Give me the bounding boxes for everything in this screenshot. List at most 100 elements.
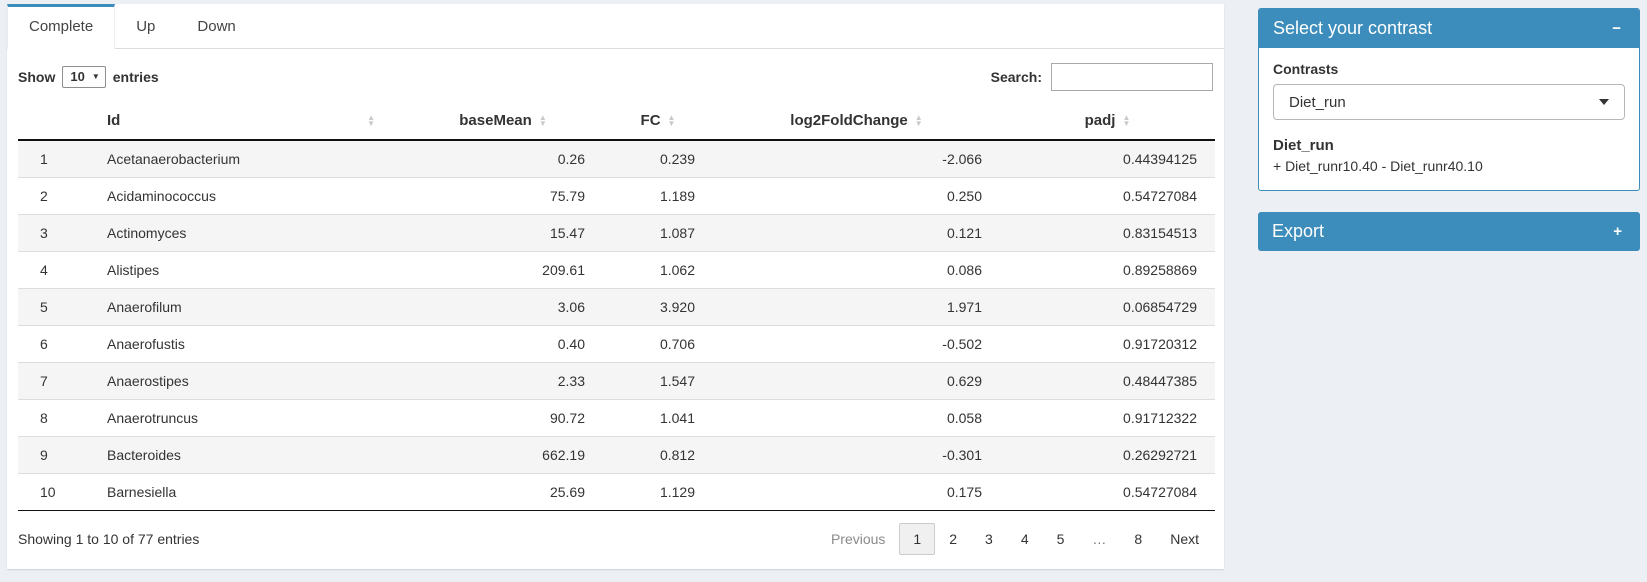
table-info: Showing 1 to 10 of 77 entries: [18, 531, 200, 547]
cell-basemean: 662.19: [403, 436, 603, 474]
select-arrow-icon: ▼: [91, 72, 100, 81]
cell-row-number: 5: [18, 288, 78, 326]
results-table: Id ▲ ▼ baseMean ▲ ▼ FC ▲ ▼ log2FoldChange ▲ ▼ padj ▲ ▼…: [18, 103, 1215, 511]
cell-row-number: 9: [18, 436, 78, 474]
search-label: Search:: [990, 69, 1042, 85]
export-panel-header[interactable]: Export +: [1258, 212, 1640, 251]
page-button-1[interactable]: 1: [899, 523, 936, 555]
column-header-label: baseMean: [459, 112, 532, 129]
pagination: Previous 1 2 3 4 5 … 8 Next: [817, 523, 1213, 555]
column-header-fc[interactable]: FC ▲ ▼: [603, 103, 713, 141]
table-row[interactable]: 6 Anaerofustis 0.40 0.706 -0.502 0.91720312: [18, 325, 1215, 363]
sort-up-arrow: ▲: [1122, 112, 1131, 122]
contrast-panel-header[interactable]: Select your contrast −: [1259, 9, 1639, 48]
cell-basemean: 75.79: [403, 177, 603, 215]
cell-row-number: 3: [18, 214, 78, 252]
cell-padj: 0.44394125: [1123, 151, 1197, 167]
page-button-5[interactable]: 5: [1056, 531, 1065, 547]
cell-padj: 0.83154513: [1000, 214, 1215, 252]
collapse-minus-icon[interactable]: −: [1612, 20, 1621, 37]
column-header-padj[interactable]: padj ▲ ▼: [1000, 103, 1215, 141]
table-row[interactable]: 10 Barnesiella 25.69 1.129 0.175 0.54727084: [18, 473, 1215, 511]
table-row[interactable]: 4 Alistipes 209.61 1.062 0.086 0.89258869: [18, 251, 1215, 289]
cell-log2foldchange: -0.502: [713, 325, 1000, 363]
cell-basemean: 15.47: [403, 214, 603, 252]
sort-down-arrow: ▼: [667, 118, 676, 128]
cell-padj: 0.26292721: [1000, 436, 1215, 474]
cell-log2foldchange: 0.058: [713, 399, 1000, 437]
tab-bar: Complete Up Down: [7, 4, 1224, 49]
cell-log2foldchange: 0.175: [713, 473, 1000, 511]
table-row[interactable]: 1 Acetanaerobacterium 0.26 0.239 -2.066 0.443…: [18, 140, 1215, 178]
contrast-panel-body: Contrasts Diet_run Diet_run + Diet_runr1…: [1259, 48, 1639, 190]
cell-fc: 1.087: [603, 214, 713, 252]
cell-fc: 0.706: [603, 325, 713, 363]
contrast-panel: Select your contrast − Contrasts Diet_ru…: [1258, 8, 1640, 191]
table-footer: Showing 1 to 10 of 77 entries Previous 1 2…: [18, 511, 1213, 557]
cell-basemean: 0.26: [557, 151, 585, 167]
cell-basemean: 90.72: [403, 399, 603, 437]
cell-fc: 0.812: [603, 436, 713, 474]
table-row[interactable]: 5 Anaerofilum 3.06 3.920 1.971 0.06854729: [18, 288, 1215, 326]
cell-id: Acidaminococcus: [78, 177, 403, 215]
contrasts-label: Contrasts: [1273, 61, 1339, 77]
column-header-label: FC: [640, 112, 661, 129]
page-button-8[interactable]: 8: [1134, 531, 1143, 547]
cell-row-number: 1: [40, 151, 48, 167]
cell-row-number: 7: [18, 362, 78, 400]
cell-fc: 1.041: [603, 399, 713, 437]
cell-padj: 0.89258869: [1000, 251, 1215, 289]
cell-padj: 0.54727084: [1000, 473, 1215, 511]
sort-up-arrow: ▲: [538, 112, 547, 122]
cell-basemean: 25.69: [403, 473, 603, 511]
table-row[interactable]: 2 Acidaminococcus 75.79 1.189 0.250 0.5472708…: [18, 177, 1215, 215]
tab-complete[interactable]: Complete: [7, 4, 116, 49]
cell-padj: 0.54727084: [1000, 177, 1215, 215]
sort-up-arrow: ▲: [367, 112, 375, 122]
cell-log2foldchange: -2.066: [942, 151, 982, 167]
tab-down[interactable]: Down: [197, 18, 236, 35]
page-length-label-after: entries: [112, 69, 159, 85]
tab-up[interactable]: Up: [136, 18, 156, 35]
page-length-label-before: Show: [18, 69, 56, 85]
sort-icon: ▲ ▼: [667, 112, 676, 128]
cell-id: Anaerofustis: [78, 325, 403, 363]
row-number-header: [18, 103, 78, 141]
next-page-button[interactable]: Next: [1170, 531, 1199, 547]
column-header-id[interactable]: Id ▲ ▼: [78, 103, 403, 141]
sort-down-arrow: ▼: [538, 118, 547, 128]
page-button-4[interactable]: 4: [1020, 531, 1029, 547]
sort-down-arrow: ▼: [1122, 118, 1131, 128]
search-input[interactable]: [1051, 63, 1213, 91]
table-row[interactable]: 3 Actinomyces 15.47 1.087 0.121 0.83154513: [18, 214, 1215, 252]
cell-id: Barnesiella: [78, 473, 403, 511]
expand-plus-icon[interactable]: +: [1613, 223, 1622, 240]
cell-basemean: 209.61: [403, 251, 603, 289]
page-button-2[interactable]: 2: [949, 531, 958, 547]
table-row[interactable]: 7 Anaerostipes 2.33 1.547 0.629 0.48447385: [18, 362, 1215, 400]
cell-padj: 0.91712322: [1000, 399, 1215, 437]
cell-row-number: 8: [18, 399, 78, 437]
column-header-label: Id: [107, 112, 121, 129]
previous-page-button[interactable]: Previous: [830, 531, 886, 547]
sort-up-arrow: ▲: [667, 112, 676, 122]
results-card: Complete Up Down Show 10 ▼ entries Search:: [7, 4, 1224, 569]
contrast-name: Diet_run: [1273, 137, 1334, 154]
chevron-down-icon: [1599, 99, 1609, 105]
table-header-row: Id ▲ ▼ baseMean ▲ ▼ FC ▲ ▼ log2FoldChange ▲ ▼ padj ▲ ▼: [18, 103, 1215, 141]
column-header-label: padj: [1084, 112, 1116, 129]
cell-id: Actinomyces: [78, 214, 403, 252]
page-length-select[interactable]: 10 ▼: [62, 66, 106, 88]
contrast-select-value: Diet_run: [1289, 93, 1346, 111]
table-row[interactable]: 9 Bacteroides 662.19 0.812 -0.301 0.26292721: [18, 436, 1215, 474]
contrast-select[interactable]: Diet_run: [1273, 84, 1625, 120]
page-button-3[interactable]: 3: [985, 531, 993, 547]
page-length-control: Show 10 ▼ entries: [18, 66, 159, 88]
cell-fc: 1.189: [603, 177, 713, 215]
column-header-basemean[interactable]: baseMean ▲ ▼: [403, 103, 603, 141]
table-row[interactable]: 8 Anaerotruncus 90.72 1.041 0.058 0.91712322: [18, 399, 1215, 437]
cell-id: Anaerostipes: [78, 362, 403, 400]
contrast-formula: + Diet_runr10.40 - Diet_runr40.10: [1273, 158, 1483, 174]
column-header-log2foldchange[interactable]: log2FoldChange ▲ ▼: [713, 103, 1000, 141]
